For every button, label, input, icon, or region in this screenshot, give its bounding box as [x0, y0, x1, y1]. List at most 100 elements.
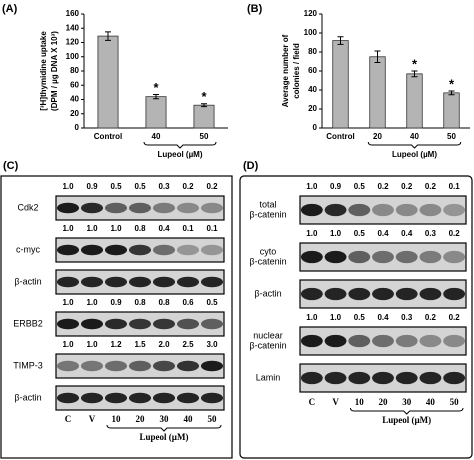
row-label: ERBB2: [13, 318, 43, 328]
bar: [145, 96, 167, 129]
bar: [406, 73, 423, 129]
bar: [369, 56, 386, 129]
blot-band: [128, 244, 152, 256]
x-tick-label: 50: [200, 132, 209, 141]
blot-band: [200, 202, 224, 214]
panel-c-frame: [0, 175, 233, 459]
band-ratio: 0.8: [134, 298, 146, 307]
error-bar: [337, 36, 344, 45]
band-ratio: 0.3: [158, 182, 170, 191]
band-ratio: 0.5: [354, 313, 366, 322]
y-tick-label: 0: [313, 123, 318, 132]
row-label: c-myc: [16, 244, 40, 254]
blot-band: [104, 360, 128, 372]
blot-band: [200, 318, 224, 330]
group-bracket: [106, 424, 222, 432]
blot-band: [443, 250, 466, 264]
band-ratio: 0.3: [425, 229, 437, 238]
x-tick-label: Control: [94, 132, 122, 141]
lane-label: C: [65, 414, 72, 424]
lane-label: V: [332, 397, 339, 407]
lane-label: 40: [184, 414, 194, 424]
row-label: β-catenin: [249, 256, 286, 266]
blot-band: [104, 244, 128, 256]
blot-band: [372, 203, 394, 217]
y-tick-label: 140: [66, 23, 80, 32]
band-ratio: 0.8: [158, 298, 170, 307]
blot-band: [324, 334, 347, 348]
x-tick-label: 40: [152, 132, 161, 141]
band-ratio: 1.0: [110, 224, 122, 233]
band-ratio: 1.0: [86, 224, 98, 233]
band-ratio: 0.9: [330, 182, 342, 191]
error-bar: [374, 50, 381, 63]
blot-band: [300, 287, 323, 301]
group-label: Lupeol (µM): [140, 432, 189, 442]
blot-band: [372, 250, 394, 264]
bar: [332, 40, 349, 129]
lane-label: 10: [112, 414, 122, 424]
blot-band: [152, 244, 176, 256]
band-ratio: 0.5: [354, 182, 366, 191]
panel-label: (D): [243, 160, 259, 172]
blot-band: [104, 276, 128, 288]
y-tick-label: 80: [70, 66, 79, 75]
band-ratio: 0.8: [134, 224, 146, 233]
blot-band: [152, 318, 176, 330]
row-label: β-catenin: [249, 340, 286, 350]
y-tick-label: 40: [70, 95, 79, 104]
band-ratio: 1.0: [330, 229, 342, 238]
blot-band: [56, 276, 80, 288]
band-ratio: 0.2: [401, 182, 413, 191]
lane-label: 20: [379, 397, 389, 407]
y-tick-label: 60: [70, 80, 79, 89]
band-ratio: 0.6: [182, 298, 194, 307]
blot-band: [128, 318, 152, 330]
panel-d-frame: [239, 175, 473, 459]
group-label: Lupeol (µM): [157, 150, 202, 159]
blot-band: [128, 360, 152, 372]
blot-band: [300, 250, 323, 264]
y-axis-label: [³H]thymidine uptake: [39, 31, 48, 111]
blot-band: [104, 202, 128, 214]
row-label: TIMP-3: [13, 360, 43, 370]
blot-band: [56, 244, 80, 256]
lane-label: V: [89, 414, 96, 424]
panel-label: (C): [3, 160, 19, 172]
group-bracket: [367, 141, 462, 149]
blot-band: [443, 203, 466, 217]
blot-band: [300, 334, 323, 348]
band-ratio: 0.4: [158, 224, 170, 233]
blot-band: [395, 371, 418, 385]
band-ratio: 0.3: [401, 313, 413, 322]
band-ratio: 0.2: [182, 182, 194, 191]
x-tick-label: 40: [410, 132, 419, 141]
blot-band: [128, 276, 152, 288]
band-ratio: 0.9: [86, 182, 98, 191]
group-label: Lupeol (µM): [392, 150, 437, 159]
band-ratio: 1.0: [62, 340, 74, 349]
blot-band: [176, 392, 200, 404]
blot-band: [152, 276, 176, 288]
blot-band: [200, 244, 224, 256]
band-ratio: 0.5: [206, 298, 218, 307]
band-ratio: 0.9: [110, 298, 122, 307]
band-ratio: 1.0: [86, 340, 98, 349]
x-tick-label: 50: [447, 132, 456, 141]
blot-band: [104, 318, 128, 330]
blot-band: [300, 371, 323, 385]
blot-band: [152, 392, 176, 404]
significance-marker: *: [412, 56, 418, 71]
row-label: β-catenin: [249, 209, 286, 219]
row-label: nuclear: [253, 330, 283, 340]
panel-label: (B): [247, 3, 263, 15]
band-ratio: 1.0: [62, 298, 74, 307]
blot-band: [128, 392, 152, 404]
band-ratio: 1.0: [62, 224, 74, 233]
blot-band: [348, 334, 371, 348]
band-ratio: 0.2: [377, 182, 389, 191]
y-tick-label: 0: [75, 123, 80, 132]
y-tick-label: 100: [304, 28, 318, 37]
blot-band: [324, 287, 347, 301]
